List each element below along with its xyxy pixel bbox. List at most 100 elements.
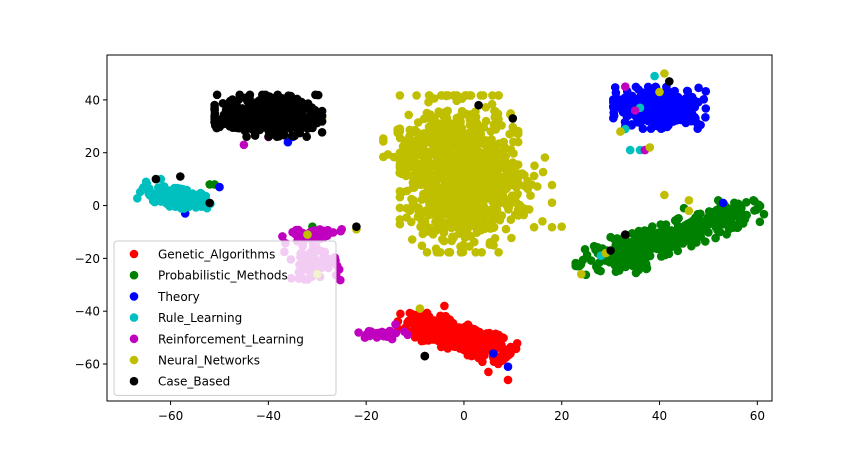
data-point [413, 118, 423, 127]
data-point [728, 223, 738, 232]
data-point [415, 304, 425, 313]
legend: Genetic_Algorithms Probabilistic_Methods T… [113, 240, 337, 396]
data-point [484, 159, 493, 169]
data-point [447, 128, 457, 138]
data-point [610, 260, 620, 270]
data-point [737, 203, 746, 213]
data-point [231, 112, 241, 122]
data-point [412, 158, 422, 168]
data-point [471, 150, 480, 160]
data-point [648, 222, 657, 231]
data-point [646, 124, 656, 133]
data-point [407, 217, 416, 227]
data-point [484, 367, 493, 377]
data-point [425, 158, 434, 168]
y-tick-label: −60 [75, 358, 100, 372]
data-point [158, 182, 168, 192]
data-point [457, 213, 466, 223]
data-point [492, 170, 502, 179]
data-point [500, 142, 509, 152]
legend-marker [129, 270, 139, 280]
y-axis: −60 −40 −20 0 20 40 [75, 93, 107, 372]
data-point [485, 238, 495, 247]
data-point [696, 209, 705, 219]
data-point [438, 235, 447, 244]
data-point [494, 214, 504, 224]
data-point [408, 178, 418, 187]
y-tick-label: −20 [75, 252, 100, 266]
data-point [573, 261, 583, 271]
data-point [424, 196, 433, 205]
data-point [494, 248, 503, 257]
data-point [406, 128, 416, 138]
data-point [473, 331, 482, 341]
x-tick-label: 40 [652, 409, 667, 423]
data-point [354, 328, 363, 337]
data-point [298, 100, 308, 110]
data-point [533, 182, 542, 191]
data-point [651, 240, 660, 249]
data-point [512, 183, 521, 192]
data-point [223, 107, 233, 116]
data-point [402, 148, 412, 157]
data-point [460, 91, 470, 100]
data-point [364, 328, 374, 338]
data-point [424, 97, 433, 107]
data-point [664, 249, 674, 259]
data-point [186, 200, 195, 210]
data-point [489, 222, 499, 232]
data-point [246, 122, 255, 131]
y-tick-label: 20 [85, 146, 100, 160]
data-point [513, 160, 523, 169]
data-point [474, 168, 484, 177]
data-point [656, 220, 665, 229]
data-point [433, 216, 442, 226]
data-point [503, 375, 513, 385]
data-point [419, 147, 428, 156]
data-point [490, 153, 500, 162]
data-point [432, 173, 442, 183]
data-point [526, 191, 535, 200]
data-point [273, 94, 283, 104]
data-point [432, 225, 442, 235]
data-point [264, 132, 274, 141]
data-point [489, 349, 498, 358]
series-genetic-algorithms [393, 301, 522, 385]
data-point [476, 91, 486, 100]
data-point [417, 241, 427, 250]
data-point [395, 187, 405, 196]
data-point [314, 227, 324, 236]
data-point [656, 252, 666, 261]
data-point [459, 331, 469, 341]
data-point [513, 129, 523, 139]
data-point [718, 198, 728, 208]
data-point [284, 91, 293, 100]
data-point [228, 95, 237, 104]
data-point [655, 87, 664, 97]
data-point [486, 127, 496, 136]
data-point [395, 168, 404, 178]
x-tick-label: 60 [750, 409, 765, 423]
data-point [517, 203, 527, 212]
data-point [471, 107, 480, 116]
data-point [479, 188, 489, 198]
data-point [627, 257, 637, 267]
series-neural-networks [273, 69, 694, 313]
data-point [461, 222, 471, 232]
data-point [728, 209, 738, 218]
data-point [149, 189, 159, 199]
data-point [722, 230, 731, 239]
data-point [606, 232, 615, 242]
data-point [503, 176, 512, 186]
data-point [689, 224, 698, 234]
data-point [502, 166, 512, 176]
data-point [287, 131, 297, 141]
legend-label: Probabilistic_Methods [158, 269, 288, 283]
data-point [447, 318, 457, 327]
data-point [404, 110, 414, 120]
data-point [474, 346, 483, 356]
legend-marker [129, 292, 139, 301]
data-point [467, 160, 477, 169]
data-point [623, 111, 633, 120]
data-point [456, 182, 465, 192]
